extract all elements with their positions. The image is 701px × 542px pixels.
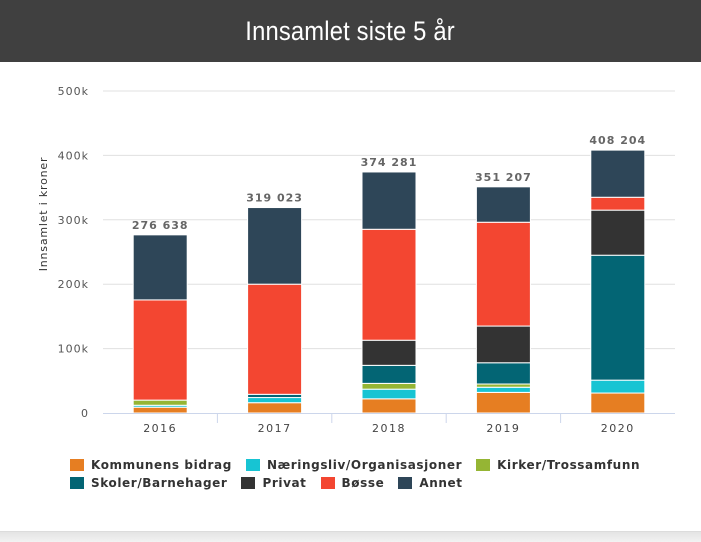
y-axis-ticks: 0 100k 200k 300k 400k 500k bbox=[58, 85, 89, 420]
y-tick-label: 400k bbox=[58, 149, 89, 162]
y-tick-label: 100k bbox=[58, 343, 89, 356]
y-tick-label: 500k bbox=[58, 85, 89, 98]
bar-segment bbox=[247, 402, 303, 414]
total-label: 351 207 bbox=[475, 171, 532, 184]
legend-item[interactable]: Annet bbox=[398, 476, 462, 490]
bar-segment bbox=[361, 339, 417, 366]
x-tick-label: 2016 bbox=[143, 422, 177, 435]
y-tick-label: 0 bbox=[81, 407, 89, 420]
bar-segment bbox=[475, 221, 531, 327]
legend-item[interactable]: Kirker/Trossamfunn bbox=[476, 458, 640, 472]
bar-segment bbox=[475, 391, 531, 414]
x-tick-label: 2017 bbox=[258, 422, 292, 435]
bar-segment bbox=[361, 398, 417, 414]
y-axis-title: Innsamlet i kroner bbox=[37, 157, 50, 272]
legend-swatch bbox=[70, 477, 84, 489]
legend-label: Privat bbox=[262, 476, 307, 490]
y-tick-label: 300k bbox=[58, 214, 89, 227]
y-tick-label: 200k bbox=[58, 278, 89, 291]
x-axis: 2016 2017 2018 2019 2020 bbox=[103, 413, 675, 435]
legend-label: Annet bbox=[419, 476, 463, 490]
legend-swatch bbox=[320, 477, 335, 489]
bar-segment bbox=[361, 171, 417, 230]
legend-row: Skoler/Barnehager Privat Bøsse Annet bbox=[70, 474, 670, 492]
total-label: 408 204 bbox=[589, 134, 646, 147]
total-label: 319 023 bbox=[246, 192, 303, 205]
bar-segment bbox=[590, 196, 646, 211]
legend-row: Kommunens bidrag Næringsliv/Organisasjone… bbox=[70, 456, 670, 474]
footer-bar bbox=[0, 531, 701, 542]
bar-segment bbox=[361, 388, 417, 400]
total-label: 276 638 bbox=[132, 219, 189, 232]
bar-segment bbox=[247, 207, 303, 285]
bar-segment bbox=[475, 186, 531, 223]
legend-swatch bbox=[245, 459, 260, 471]
bar-segment bbox=[247, 397, 303, 404]
legend-swatch bbox=[241, 477, 256, 489]
legend-label: Kommunens bidrag bbox=[91, 458, 232, 472]
legend-item[interactable]: Skoler/Barnehager bbox=[70, 476, 227, 490]
bar-segment bbox=[590, 392, 646, 414]
total-label: 374 281 bbox=[361, 156, 418, 169]
legend-item[interactable]: Bøsse bbox=[320, 476, 385, 490]
bar-segment bbox=[132, 406, 188, 414]
stacked-bar-chart: 0 100k 200k 300k 400k 500k Innsamlet i kroner… bbox=[37, 85, 675, 435]
bar-segment bbox=[475, 386, 531, 393]
bar-segment bbox=[132, 399, 188, 406]
bar-segment bbox=[361, 382, 417, 390]
bars bbox=[132, 149, 646, 414]
bar-segment bbox=[590, 149, 646, 198]
bar-segment bbox=[132, 234, 188, 301]
bar-segment bbox=[247, 283, 303, 395]
bar-segment bbox=[361, 228, 417, 341]
total-labels: 276 638 319 023 374 281 351 207 408 204 bbox=[132, 134, 646, 232]
legend-swatch bbox=[476, 459, 491, 471]
x-tick-label: 2019 bbox=[486, 422, 520, 435]
legend-swatch bbox=[70, 459, 84, 471]
legend-item[interactable]: Næringsliv/Organisasjoner bbox=[245, 458, 463, 472]
legend-swatch bbox=[398, 477, 413, 489]
bar-segment bbox=[132, 299, 188, 401]
bar-segment bbox=[590, 209, 646, 256]
legend-label: Kirker/Trossamfunn bbox=[497, 458, 641, 472]
legend-label: Skoler/Barnehager bbox=[91, 476, 228, 490]
chart-header: Innsamlet siste 5 år bbox=[0, 0, 701, 62]
legend-label: Bøsse bbox=[341, 476, 385, 490]
x-tick-label: 2018 bbox=[372, 422, 406, 435]
bar-segment bbox=[590, 379, 646, 394]
legend-item[interactable]: Kommunens bidrag bbox=[70, 458, 232, 472]
x-tick-label: 2020 bbox=[601, 422, 635, 435]
bar-segment bbox=[590, 254, 646, 381]
chart-title: Innsamlet siste 5 år bbox=[245, 15, 456, 46]
bar-segment bbox=[475, 362, 531, 385]
legend-label: Næringsliv/Organisasjoner bbox=[266, 458, 463, 472]
bar-segment bbox=[475, 325, 531, 364]
legend: Kommunens bidrag Næringsliv/Organisasjone… bbox=[70, 456, 670, 492]
bar-segment bbox=[361, 364, 417, 384]
legend-item[interactable]: Privat bbox=[241, 476, 306, 490]
